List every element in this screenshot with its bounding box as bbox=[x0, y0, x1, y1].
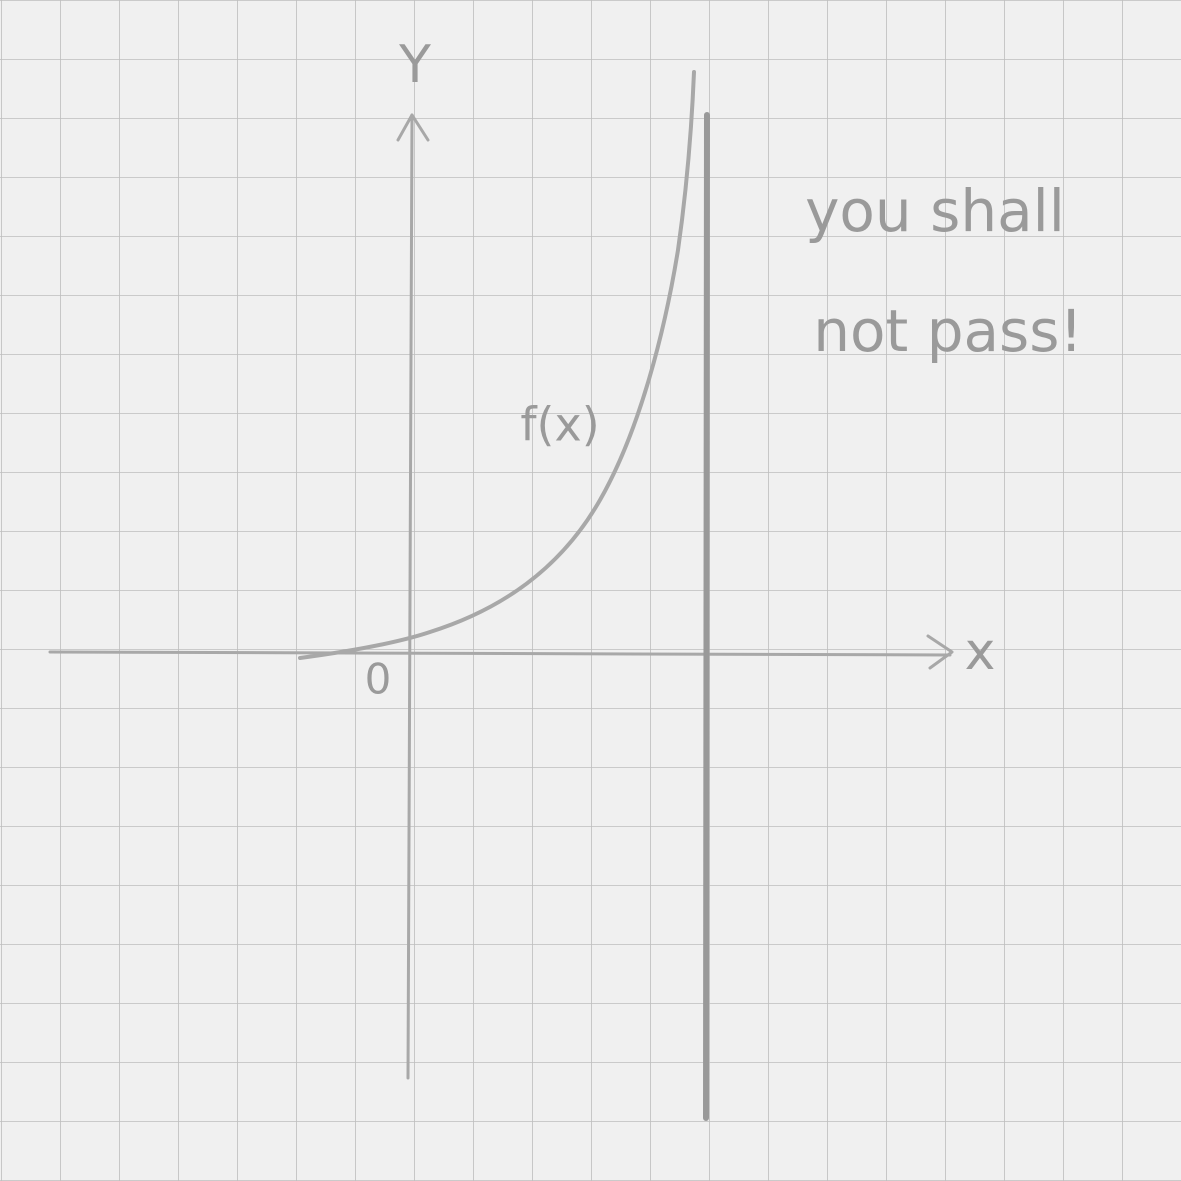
annotation-line: you shall bbox=[805, 177, 1065, 245]
annotation-line: not pass! bbox=[813, 297, 1082, 365]
y-label: Y bbox=[398, 35, 431, 95]
curve bbox=[298, 70, 696, 660]
x-axis bbox=[48, 650, 952, 657]
x-label: x bbox=[965, 622, 996, 682]
curve-label: f(x) bbox=[520, 398, 599, 452]
x-arrow bbox=[926, 634, 954, 670]
y-axis bbox=[406, 113, 414, 1080]
origin-label: 0 bbox=[365, 655, 392, 704]
asymptote bbox=[703, 112, 710, 1121]
y-arrow bbox=[396, 113, 430, 142]
